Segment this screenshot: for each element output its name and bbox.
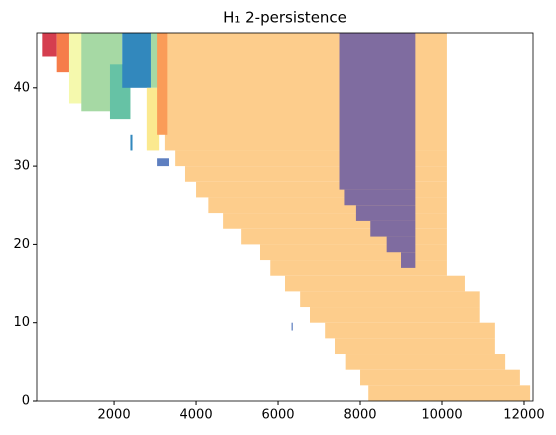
region-cell xyxy=(291,322,293,331)
region-cell xyxy=(360,369,520,386)
region-cell xyxy=(335,338,495,355)
region-cell xyxy=(300,291,480,308)
y-tick-label: 20 xyxy=(13,237,30,252)
plot-frame xyxy=(36,32,534,402)
x-tick-label: 8000 xyxy=(343,408,376,423)
region-cell xyxy=(370,220,416,237)
region-cell xyxy=(150,33,160,88)
region-cell xyxy=(146,87,160,151)
region-cell xyxy=(270,260,447,276)
region-cell xyxy=(56,33,69,73)
x-tick-label: 10000 xyxy=(421,408,462,423)
region-cell xyxy=(344,189,416,206)
y-tick-label: 10 xyxy=(13,315,30,330)
region-cell xyxy=(157,158,169,167)
region-cell xyxy=(339,33,416,190)
x-tick-label: 6000 xyxy=(261,408,294,423)
x-tick-label: 12000 xyxy=(503,408,544,423)
y-tick-label: 0 xyxy=(22,394,30,409)
x-tick-label: 2000 xyxy=(98,408,131,423)
region-cell xyxy=(325,322,495,339)
x-tick-label: 4000 xyxy=(180,408,213,423)
region-cell xyxy=(157,33,168,135)
region-cell xyxy=(368,385,531,401)
region-cell xyxy=(310,307,480,323)
y-tick-label: 40 xyxy=(13,80,30,95)
region-cell xyxy=(285,275,465,292)
chart-title: H₁ 2-persistence xyxy=(223,9,347,27)
region-cell xyxy=(130,134,133,151)
region-cell xyxy=(386,236,416,253)
region-cell xyxy=(355,205,416,221)
region-cell xyxy=(122,33,151,88)
region-cell xyxy=(42,33,57,57)
region-cell xyxy=(259,244,447,261)
region-cell xyxy=(345,354,506,370)
region-cell xyxy=(241,228,447,245)
y-tick-label: 30 xyxy=(13,159,30,174)
region-cell xyxy=(401,252,416,268)
